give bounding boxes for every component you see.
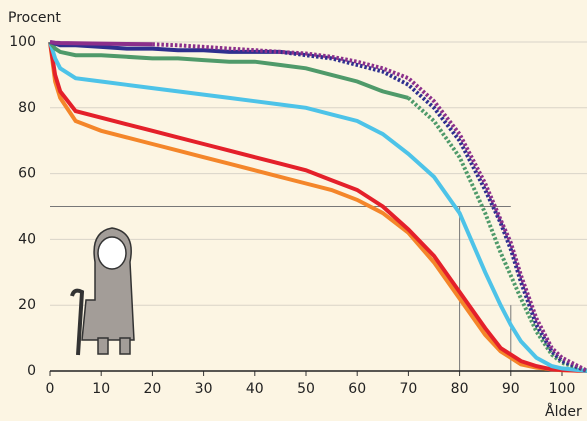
projected-line — [407, 96, 587, 373]
x-axis-label: Ålder — [545, 403, 582, 420]
x-tick-label: 0 — [46, 381, 55, 397]
x-tick-label: 20 — [143, 381, 161, 397]
x-tick-label: 70 — [399, 381, 417, 397]
y-tick-label: 80 — [18, 100, 36, 116]
y-axis-label: Procent — [8, 10, 61, 26]
observed-line — [48, 41, 587, 373]
y-tick-label: 60 — [18, 166, 36, 182]
x-tick-label: 90 — [502, 381, 520, 397]
x-tick-label: 60 — [348, 381, 366, 397]
y-tick-label: 40 — [18, 231, 36, 247]
x-tick-label: 50 — [297, 381, 315, 397]
observed-line — [49, 40, 153, 47]
x-tick-label: 10 — [92, 381, 110, 397]
x-tick-label: 80 — [451, 381, 469, 397]
x-tick-label: 40 — [246, 381, 264, 397]
y-tick-label: 100 — [9, 34, 36, 50]
x-tick-label: 30 — [195, 381, 213, 397]
observed-line — [48, 40, 409, 100]
y-tick-label: 20 — [18, 297, 36, 313]
y-tick-label: 0 — [27, 363, 36, 379]
observed-line — [49, 40, 281, 54]
elderly-icon — [70, 227, 135, 356]
x-tick-label: 100 — [549, 381, 576, 397]
observed-line — [48, 41, 587, 373]
observed-line — [48, 41, 587, 373]
projected-line — [280, 49, 587, 373]
